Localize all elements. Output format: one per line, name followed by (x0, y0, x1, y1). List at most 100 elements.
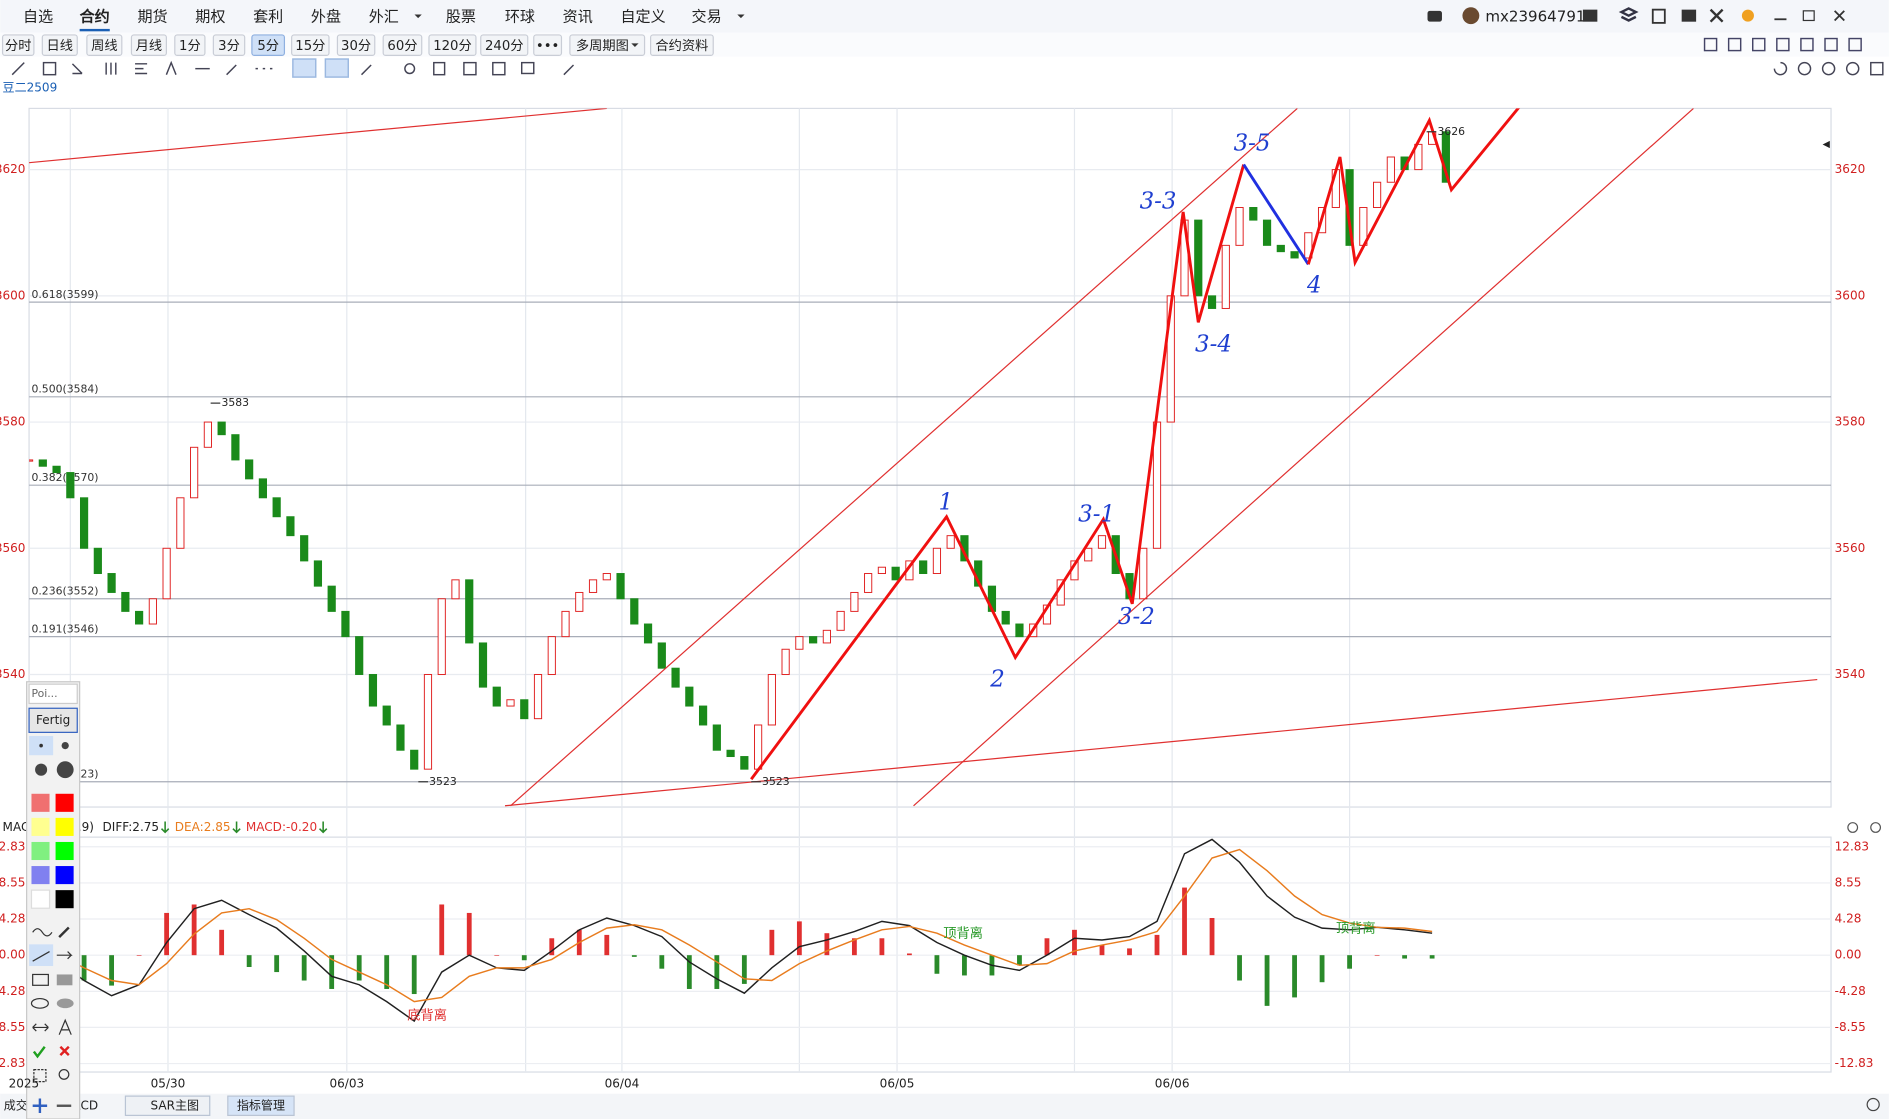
size-option[interactable] (56, 761, 74, 779)
menu-item[interactable]: 合约 (79, 7, 110, 25)
icon[interactable] (1681, 9, 1697, 22)
toolbar-label[interactable]: 3分 (218, 38, 240, 54)
swatch[interactable] (31, 793, 50, 812)
menu-item[interactable]: 期权 (195, 7, 225, 25)
tool[interactable] (563, 64, 575, 76)
icon[interactable] (1709, 8, 1724, 23)
swatch[interactable] (30, 889, 51, 909)
tool[interactable] (520, 61, 535, 75)
swatch[interactable] (55, 866, 74, 885)
tool[interactable] (32, 951, 50, 962)
tool[interactable] (1773, 61, 1788, 76)
menu-item[interactable]: 期货 (137, 7, 167, 25)
size-option[interactable] (35, 763, 48, 776)
toolbar-label[interactable]: 240分 (485, 38, 523, 54)
toolbar-label[interactable]: 15分 (295, 38, 325, 54)
toolbar-button[interactable] (41, 34, 78, 57)
icon[interactable] (1651, 8, 1666, 24)
tool[interactable] (11, 62, 25, 76)
toolbar-label[interactable]: 5分 (257, 38, 279, 54)
panel-button[interactable] (28, 707, 78, 733)
toolbar-button[interactable] (649, 34, 714, 57)
toolbar-button[interactable] (1, 34, 35, 57)
toolbar-button[interactable] (86, 34, 123, 57)
menu-item[interactable]: 资讯 (563, 7, 593, 25)
tool[interactable] (361, 64, 372, 76)
tool[interactable] (58, 1069, 70, 1080)
bottom-tab-label[interactable]: SAR主图 (151, 1098, 200, 1112)
close[interactable] (1834, 10, 1845, 22)
swatch[interactable] (31, 866, 50, 885)
toolbar-button[interactable] (251, 34, 286, 57)
panel-button-text[interactable]: Fertig (36, 713, 70, 727)
size-option[interactable] (61, 741, 69, 750)
menu-item[interactable]: 外汇 (369, 7, 399, 25)
tool[interactable] (42, 61, 57, 76)
menu-item[interactable]: 股票 (446, 7, 476, 25)
toolbar-label[interactable]: 周线 (91, 38, 117, 54)
toolbar-button[interactable] (480, 34, 529, 57)
toolbar-label[interactable]: 月线 (136, 38, 162, 54)
icon[interactable] (1848, 37, 1862, 52)
icon[interactable] (1618, 7, 1639, 22)
tool[interactable] (1797, 61, 1812, 76)
tool[interactable] (58, 1018, 72, 1035)
icon[interactable] (1727, 37, 1742, 52)
icon[interactable] (1427, 10, 1442, 22)
bottom-tab-label[interactable]: 成交 (4, 1097, 28, 1112)
swatch[interactable] (55, 841, 74, 861)
toolbar-button[interactable] (382, 34, 423, 57)
icon[interactable] (1800, 37, 1814, 52)
toolbar-button[interactable] (428, 34, 477, 57)
tool[interactable] (1845, 61, 1860, 76)
toolbar-button[interactable] (212, 34, 246, 57)
bottom-tab[interactable] (124, 1095, 211, 1116)
settings-icon[interactable] (1866, 1097, 1880, 1112)
swatch[interactable] (55, 793, 74, 812)
icon[interactable] (1741, 9, 1754, 22)
icon[interactable] (1824, 37, 1838, 52)
tool[interactable] (1870, 61, 1884, 76)
toolbar-button[interactable] (130, 34, 167, 57)
user-name[interactable]: mx239647912 (1485, 7, 1595, 25)
toolbar-button[interactable] (533, 34, 563, 57)
tool[interactable] (135, 63, 148, 75)
tool-active[interactable] (292, 58, 317, 78)
menu-item[interactable]: 交易 (692, 7, 722, 25)
icon[interactable] (1752, 37, 1766, 52)
size-option[interactable] (39, 743, 43, 748)
tool[interactable] (71, 63, 83, 75)
tool-active[interactable] (324, 58, 349, 78)
icon[interactable] (1703, 37, 1718, 52)
toolbar-label[interactable]: 合约资料 (655, 38, 708, 54)
menu-item[interactable]: 外盘 (311, 7, 341, 25)
tool-active[interactable] (29, 944, 54, 967)
swatch[interactable] (55, 890, 74, 909)
tool[interactable] (32, 1023, 49, 1032)
tool[interactable] (404, 63, 416, 75)
tool[interactable] (32, 1098, 48, 1113)
swatch[interactable] (31, 841, 50, 861)
tool[interactable] (32, 928, 53, 937)
tool[interactable] (56, 998, 74, 1009)
toolbar-label[interactable]: 日线 (47, 38, 73, 54)
toolbar-label[interactable]: 60分 (387, 38, 417, 54)
cancel[interactable] (59, 1045, 70, 1057)
tool[interactable] (32, 973, 49, 986)
panel-input[interactable] (28, 683, 78, 705)
bottom-tab[interactable] (227, 1095, 295, 1116)
toolbar-button[interactable] (569, 34, 646, 57)
tool[interactable] (30, 997, 49, 1009)
icon[interactable] (1582, 9, 1598, 22)
tool[interactable] (56, 974, 73, 986)
panel-icon[interactable] (1847, 822, 1859, 833)
tool[interactable] (1821, 61, 1836, 76)
confirm[interactable] (32, 1046, 46, 1059)
tool[interactable] (463, 61, 477, 76)
swatch[interactable] (55, 817, 74, 836)
menu-item[interactable]: 环球 (505, 7, 535, 25)
icon[interactable] (1776, 37, 1790, 52)
tool[interactable] (165, 60, 177, 75)
toolbar-button[interactable] (174, 34, 206, 57)
toolbar-label[interactable]: ••• (536, 39, 559, 54)
